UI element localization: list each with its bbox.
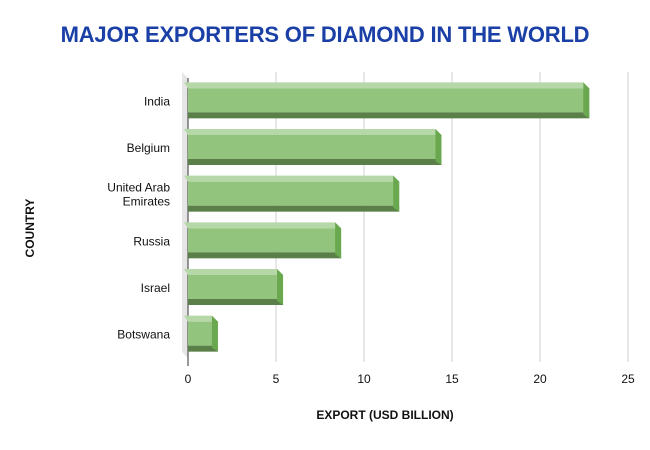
bar-bottom <box>188 112 590 119</box>
bar-face <box>188 135 442 159</box>
grid-lines <box>182 72 629 366</box>
bar-top <box>184 269 284 275</box>
bar <box>184 222 342 259</box>
x-tick-label: 10 <box>357 372 371 386</box>
bar-top <box>184 129 442 135</box>
bar <box>184 129 442 165</box>
bar-bottom <box>188 345 218 352</box>
category-label: United Arab Emirates <box>107 181 170 209</box>
chart-title: MAJOR EXPORTERS OF DIAMOND IN THE WORLD <box>60 22 590 47</box>
bar-top <box>184 175 400 182</box>
category-label: Israel <box>141 281 170 295</box>
bar <box>184 269 284 305</box>
bar <box>184 175 400 212</box>
x-axis-title: EXPORT (USD BILLION) <box>316 408 454 422</box>
category-label: India <box>144 94 170 108</box>
bar-top <box>184 222 342 229</box>
bar-side <box>211 315 218 352</box>
x-tick-label: 20 <box>533 372 547 386</box>
bar-bottom <box>188 159 442 165</box>
bar-side <box>583 82 590 119</box>
bar-top <box>184 315 218 322</box>
bar-bottom <box>188 299 284 305</box>
bar-bottom <box>188 252 342 259</box>
x-tick-label: 0 <box>185 372 192 386</box>
x-tick-label: 15 <box>445 372 459 386</box>
tick-labels: 0 5 10 15 20 25 <box>185 372 635 386</box>
bar-face <box>188 181 400 206</box>
bars <box>184 82 590 352</box>
bar-face <box>188 88 590 113</box>
bar-face <box>188 275 284 299</box>
category-labels: India Belgium United Arab Emirates Russia Isr… <box>107 94 170 341</box>
bar <box>184 82 590 119</box>
x-tick-label: 25 <box>621 372 635 386</box>
bar <box>184 315 218 352</box>
category-label: Russia <box>133 234 170 248</box>
bar-side <box>335 222 342 259</box>
bar-top <box>184 82 590 89</box>
bar-bottom <box>188 205 400 212</box>
bar-face <box>188 228 342 253</box>
category-label: Belgium <box>127 141 170 155</box>
x-tick-label: 5 <box>273 372 280 386</box>
bar-side <box>435 129 442 165</box>
axis-wall <box>182 72 188 358</box>
category-label: Botswana <box>117 328 170 342</box>
bar-side <box>393 175 400 212</box>
bar-side <box>277 269 284 305</box>
